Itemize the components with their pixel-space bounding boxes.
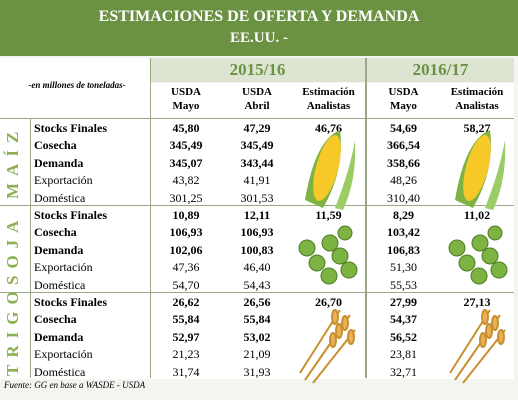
row-label: Doméstica — [34, 190, 86, 205]
note-cell — [0, 58, 150, 118]
cell-value: 366,54 — [387, 138, 420, 153]
section-band — [0, 292, 514, 379]
row-label: Exportación — [34, 173, 93, 188]
row-label: Cosecha — [34, 138, 77, 153]
cell-value: 21,09 — [243, 347, 271, 362]
subheader-band — [150, 83, 514, 118]
year-band — [367, 58, 514, 82]
column-header: Estimación — [450, 86, 504, 98]
cell-value: 8,29 — [393, 208, 414, 222]
row-label: Cosecha — [34, 312, 77, 327]
cell-value: 47,36 — [172, 260, 200, 275]
subtitle: EE.UU. - — [230, 30, 288, 46]
column-header: Analistas — [455, 100, 499, 112]
cell-value: 32,71 — [390, 364, 417, 379]
cell-value: 23,81 — [390, 347, 417, 362]
cell-value: 11,02 — [463, 208, 491, 222]
cell-value: 55,84 — [243, 312, 271, 327]
row-label: Demanda — [34, 155, 84, 170]
cell-value: 358,66 — [387, 155, 420, 170]
cell-value: 343,44 — [240, 155, 274, 170]
cell-value: 27,13 — [463, 295, 491, 309]
title: ESTIMACIONES DE OFERTA Y DEMANDA — [98, 8, 420, 25]
cell-value: 12,11 — [243, 208, 271, 222]
cell-value: 54,69 — [390, 121, 417, 135]
row-label: Cosecha — [34, 225, 77, 240]
cell-value: 54,70 — [172, 277, 200, 292]
section-name: TRIGO — [3, 284, 22, 376]
column-header: USDA — [171, 86, 201, 98]
cell-value: 301,53 — [240, 190, 274, 205]
column-header: Estimación — [302, 86, 355, 98]
row-label: Doméstica — [34, 277, 86, 292]
cell-value: 55,53 — [390, 277, 417, 292]
section-name: MAÍZ — [3, 124, 22, 200]
cell-value: 26,70 — [315, 295, 342, 309]
cell-value: 345,49 — [240, 138, 274, 153]
cell-value: 106,93 — [169, 225, 203, 240]
column-header: USDA — [242, 86, 272, 98]
row-label: Stocks Finales — [34, 295, 108, 309]
cell-value: 26,56 — [243, 295, 271, 309]
footer: Fuente: GG en base a WASDE - USDA — [4, 380, 146, 390]
cell-value: 26,62 — [172, 295, 200, 309]
cell-value: 310,40 — [387, 190, 420, 205]
cell-value: 54,37 — [390, 312, 417, 327]
cell-value: 345,49 — [169, 138, 203, 153]
header-band — [0, 0, 518, 56]
section-name: SOJA — [3, 213, 22, 285]
cell-value: 31,93 — [243, 364, 271, 379]
column-header: Mayo — [390, 100, 417, 112]
unit-note: -en millones de toneladas- — [28, 80, 126, 90]
cell-value: 51,30 — [390, 260, 417, 275]
cell-value: 43,82 — [172, 173, 200, 188]
cell-value: 46,76 — [315, 121, 342, 135]
cell-value: 345,07 — [169, 155, 203, 170]
cell-value: 48,26 — [390, 173, 417, 188]
cell-value: 53,02 — [243, 329, 271, 344]
section-band — [0, 118, 514, 205]
year: 2015/16 — [229, 60, 286, 79]
cell-value: 301,25 — [169, 190, 203, 205]
year: 2016/17 — [412, 60, 469, 79]
cell-value: 58,27 — [463, 121, 491, 135]
row-label: Exportación — [34, 347, 93, 362]
row-label: Demanda — [34, 242, 84, 257]
cell-value: 45,80 — [172, 121, 200, 135]
section-band — [0, 205, 514, 292]
cell-value: 10,89 — [172, 208, 200, 222]
cell-value: 106,93 — [240, 225, 274, 240]
column-header: Mayo — [172, 100, 200, 112]
cell-value: 103,42 — [387, 225, 420, 240]
cell-value: 52,97 — [172, 329, 200, 344]
divider — [365, 58, 367, 378]
row-label: Stocks Finales — [34, 208, 108, 222]
cell-value: 41,91 — [243, 173, 271, 188]
cell-value: 11,59 — [315, 208, 342, 222]
column-header: Analistas — [306, 100, 351, 112]
row-label: Stocks Finales — [34, 121, 108, 135]
divider — [150, 58, 151, 378]
row-label: Doméstica — [34, 364, 86, 379]
cell-value: 31,74 — [172, 364, 200, 379]
cell-value: 54,43 — [243, 277, 271, 292]
year-band — [150, 58, 365, 82]
divider — [30, 118, 31, 378]
cell-value: 56,52 — [390, 329, 417, 344]
cell-value: 102,06 — [169, 242, 203, 257]
column-header: Abril — [244, 100, 270, 112]
column-header: USDA — [388, 86, 419, 98]
cell-value: 27,99 — [390, 295, 417, 309]
cell-value: 55,84 — [172, 312, 200, 327]
row-label: Demanda — [34, 329, 84, 344]
cell-value: 100,83 — [240, 242, 274, 257]
cell-value: 47,29 — [243, 121, 271, 135]
row-label: Exportación — [34, 260, 93, 275]
cell-value: 46,40 — [243, 260, 271, 275]
cell-value: 21,23 — [172, 347, 200, 362]
cell-value: 106,83 — [387, 242, 420, 257]
